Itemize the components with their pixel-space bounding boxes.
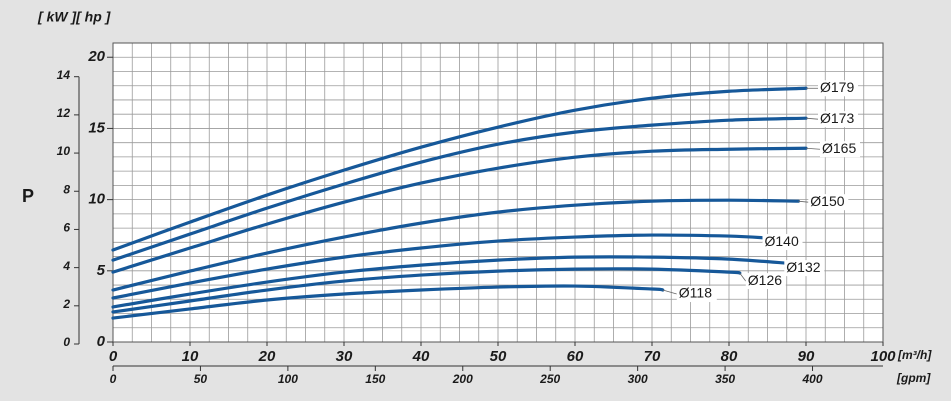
- y-tick-label: 5: [97, 262, 106, 279]
- power-curve: [111, 86, 808, 252]
- label-bg: [820, 141, 860, 158]
- y-axis-label: P: [22, 186, 34, 206]
- x2-tick-label: 200: [452, 372, 473, 386]
- x-tick-label: 30: [336, 348, 353, 365]
- curve-label: Ø173: [820, 110, 854, 126]
- x2-tick-label: 50: [194, 372, 208, 386]
- y2-tick-label: 4: [62, 259, 70, 273]
- x-tick-label: 10: [182, 348, 199, 365]
- leader-line: [662, 289, 677, 295]
- y-tick-label: 15: [88, 119, 105, 136]
- x-tick-label: 80: [721, 348, 738, 365]
- x-tick-label: 90: [798, 348, 815, 365]
- y2-tick-label: 6: [63, 221, 70, 235]
- y-tick-label: 20: [87, 48, 105, 65]
- curve-label: Ø179: [820, 79, 854, 95]
- power-curve: [111, 198, 800, 292]
- leader-line: [798, 200, 809, 203]
- x2-tick-label: 0: [110, 372, 117, 386]
- x-tick-label: 40: [412, 348, 430, 365]
- label-bg: [784, 260, 825, 277]
- label-bg: [762, 234, 803, 251]
- leader-line: [805, 147, 821, 150]
- label-bg: [808, 194, 849, 211]
- x-tick-label: 70: [644, 348, 661, 365]
- y2-tick-label: 14: [57, 68, 71, 82]
- y-tick-label: 0: [97, 333, 106, 350]
- x2-tick-label: 300: [628, 372, 648, 386]
- y-tick-label: 10: [88, 191, 105, 208]
- y2-tick-label: 0: [63, 335, 70, 349]
- x-tick-label: 50: [490, 348, 507, 365]
- label-bg: [818, 111, 858, 128]
- x-unit: [m³/h]: [897, 348, 932, 362]
- power-curve: [111, 233, 770, 300]
- units-label: [ kW ][ hp ]: [37, 9, 112, 25]
- x2-tick-label: 400: [802, 372, 823, 386]
- x2-tick-label: 250: [539, 372, 560, 386]
- y2-tick-label: 8: [63, 182, 70, 196]
- curve-label: Ø140: [765, 233, 799, 249]
- y2-tick-label: 10: [57, 144, 71, 158]
- y2-tick-label: 2: [62, 297, 70, 311]
- x2-tick-label: 150: [365, 372, 385, 386]
- power-curve: [111, 255, 800, 309]
- label-bg: [818, 80, 858, 97]
- power-curve: [111, 267, 742, 314]
- curve-label: Ø126: [748, 272, 782, 288]
- x-tick-label: 60: [567, 348, 584, 365]
- power-curve: [111, 146, 808, 274]
- curve-label: Ø132: [786, 259, 820, 275]
- x2-tick-label: 350: [715, 372, 735, 386]
- label-bg: [745, 273, 786, 290]
- curve-label: Ø118: [679, 285, 712, 301]
- power-curve: [111, 116, 808, 262]
- leader-line: [805, 117, 819, 120]
- curve-label: Ø165: [822, 140, 856, 156]
- minor-grid: [112, 42, 884, 343]
- x-tick-label: 100: [870, 348, 896, 365]
- y2-tick-label: 12: [57, 106, 71, 120]
- x2-tick-label: 100: [278, 372, 298, 386]
- leader-line: [739, 272, 747, 282]
- power-curve: [111, 284, 665, 320]
- x2-unit: [gpm]: [896, 371, 931, 385]
- x-tick-label: 0: [109, 348, 118, 365]
- curve-label: Ø150: [810, 193, 844, 209]
- x-tick-label: 20: [258, 348, 276, 365]
- label-bg: [676, 286, 717, 303]
